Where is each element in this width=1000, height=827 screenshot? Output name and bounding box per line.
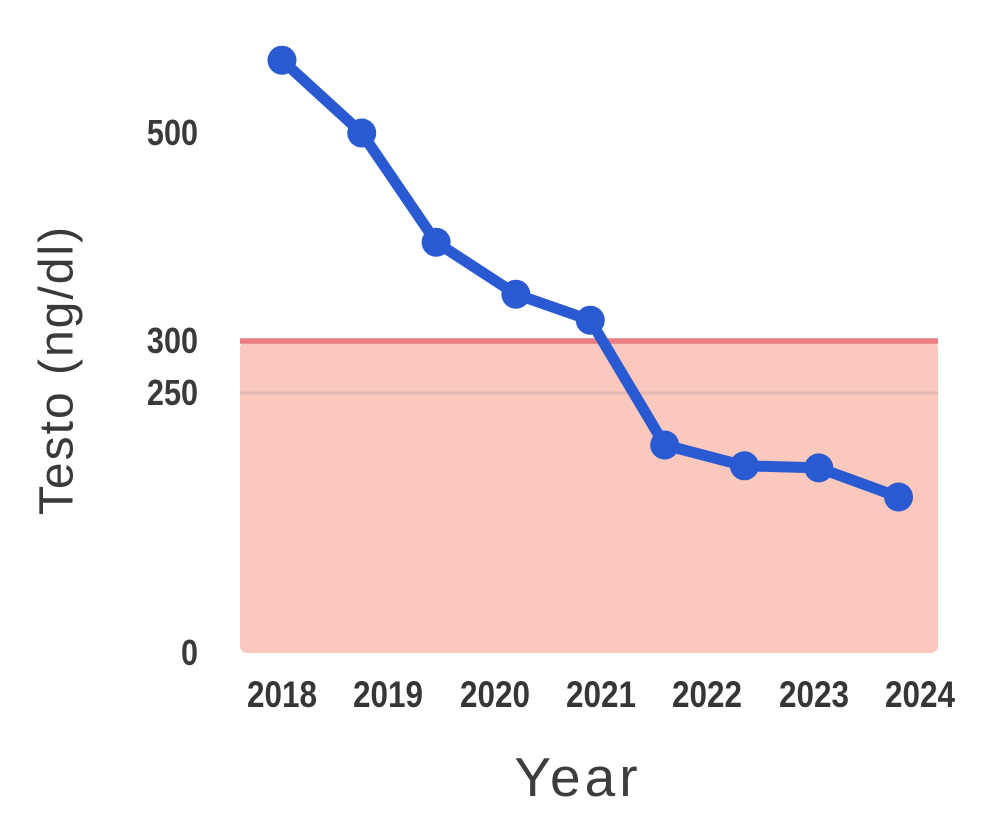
data-point [729, 451, 759, 481]
data-point [501, 279, 531, 309]
y-tick-label: 0 [180, 632, 198, 673]
x-tick-label: 2019 [353, 674, 424, 715]
y-tick-label: 500 [146, 112, 198, 153]
data-point [421, 227, 451, 257]
x-tick-label: 2023 [778, 674, 849, 715]
x-tick-label: 2021 [565, 674, 636, 715]
y-tick-label: 250 [146, 372, 198, 413]
y-axis-title: Testo (ng/dl) [30, 224, 84, 516]
data-point [804, 453, 834, 483]
data-point [575, 305, 605, 335]
data-point [884, 482, 914, 512]
x-tick-label: 2024 [884, 674, 955, 715]
data-point [267, 45, 297, 75]
x-tick-label: 2020 [459, 674, 530, 715]
data-point [347, 118, 377, 148]
y-tick-label: 300 [146, 320, 198, 361]
x-axis-title: Year [514, 746, 642, 808]
x-tick-label: 2022 [672, 674, 743, 715]
data-point [650, 430, 680, 460]
x-tick-label: 2018 [247, 674, 317, 715]
low-range-band [240, 341, 938, 653]
